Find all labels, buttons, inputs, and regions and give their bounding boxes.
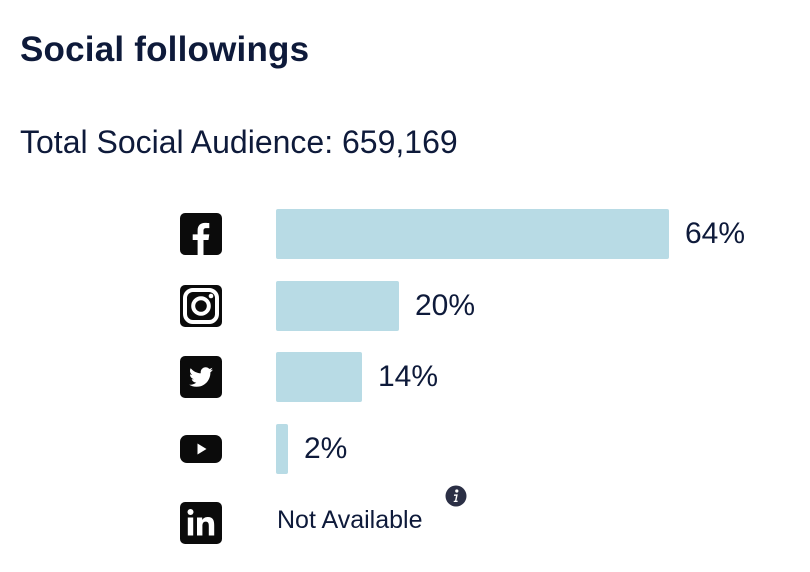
youtube-icon: [180, 435, 222, 463]
value-label-linkedin: Not Available: [277, 506, 423, 534]
row-youtube: 2%: [0, 424, 810, 474]
page-title: Social followings: [20, 30, 310, 69]
linkedin-icon: [180, 502, 222, 544]
value-label-instagram: 20%: [415, 289, 476, 322]
row-facebook: 64%: [0, 209, 810, 259]
facebook-icon: [180, 213, 222, 255]
value-label-youtube: 2%: [304, 432, 348, 465]
info-icon[interactable]: [445, 485, 467, 507]
value-label-twitter: 14%: [378, 360, 439, 393]
value-label-facebook: 64%: [685, 217, 746, 250]
row-instagram: 20%: [0, 281, 810, 331]
row-linkedin: Not Available: [0, 485, 810, 546]
row-twitter: 14%: [0, 352, 810, 402]
bar-facebook: [276, 209, 669, 259]
total-social-audience: Total Social Audience: 659,169: [20, 124, 458, 160]
bar-instagram: [276, 281, 399, 331]
bar-youtube: [276, 424, 288, 474]
bar-twitter: [276, 352, 362, 402]
instagram-icon: [180, 285, 222, 327]
twitter-icon: [180, 356, 222, 398]
